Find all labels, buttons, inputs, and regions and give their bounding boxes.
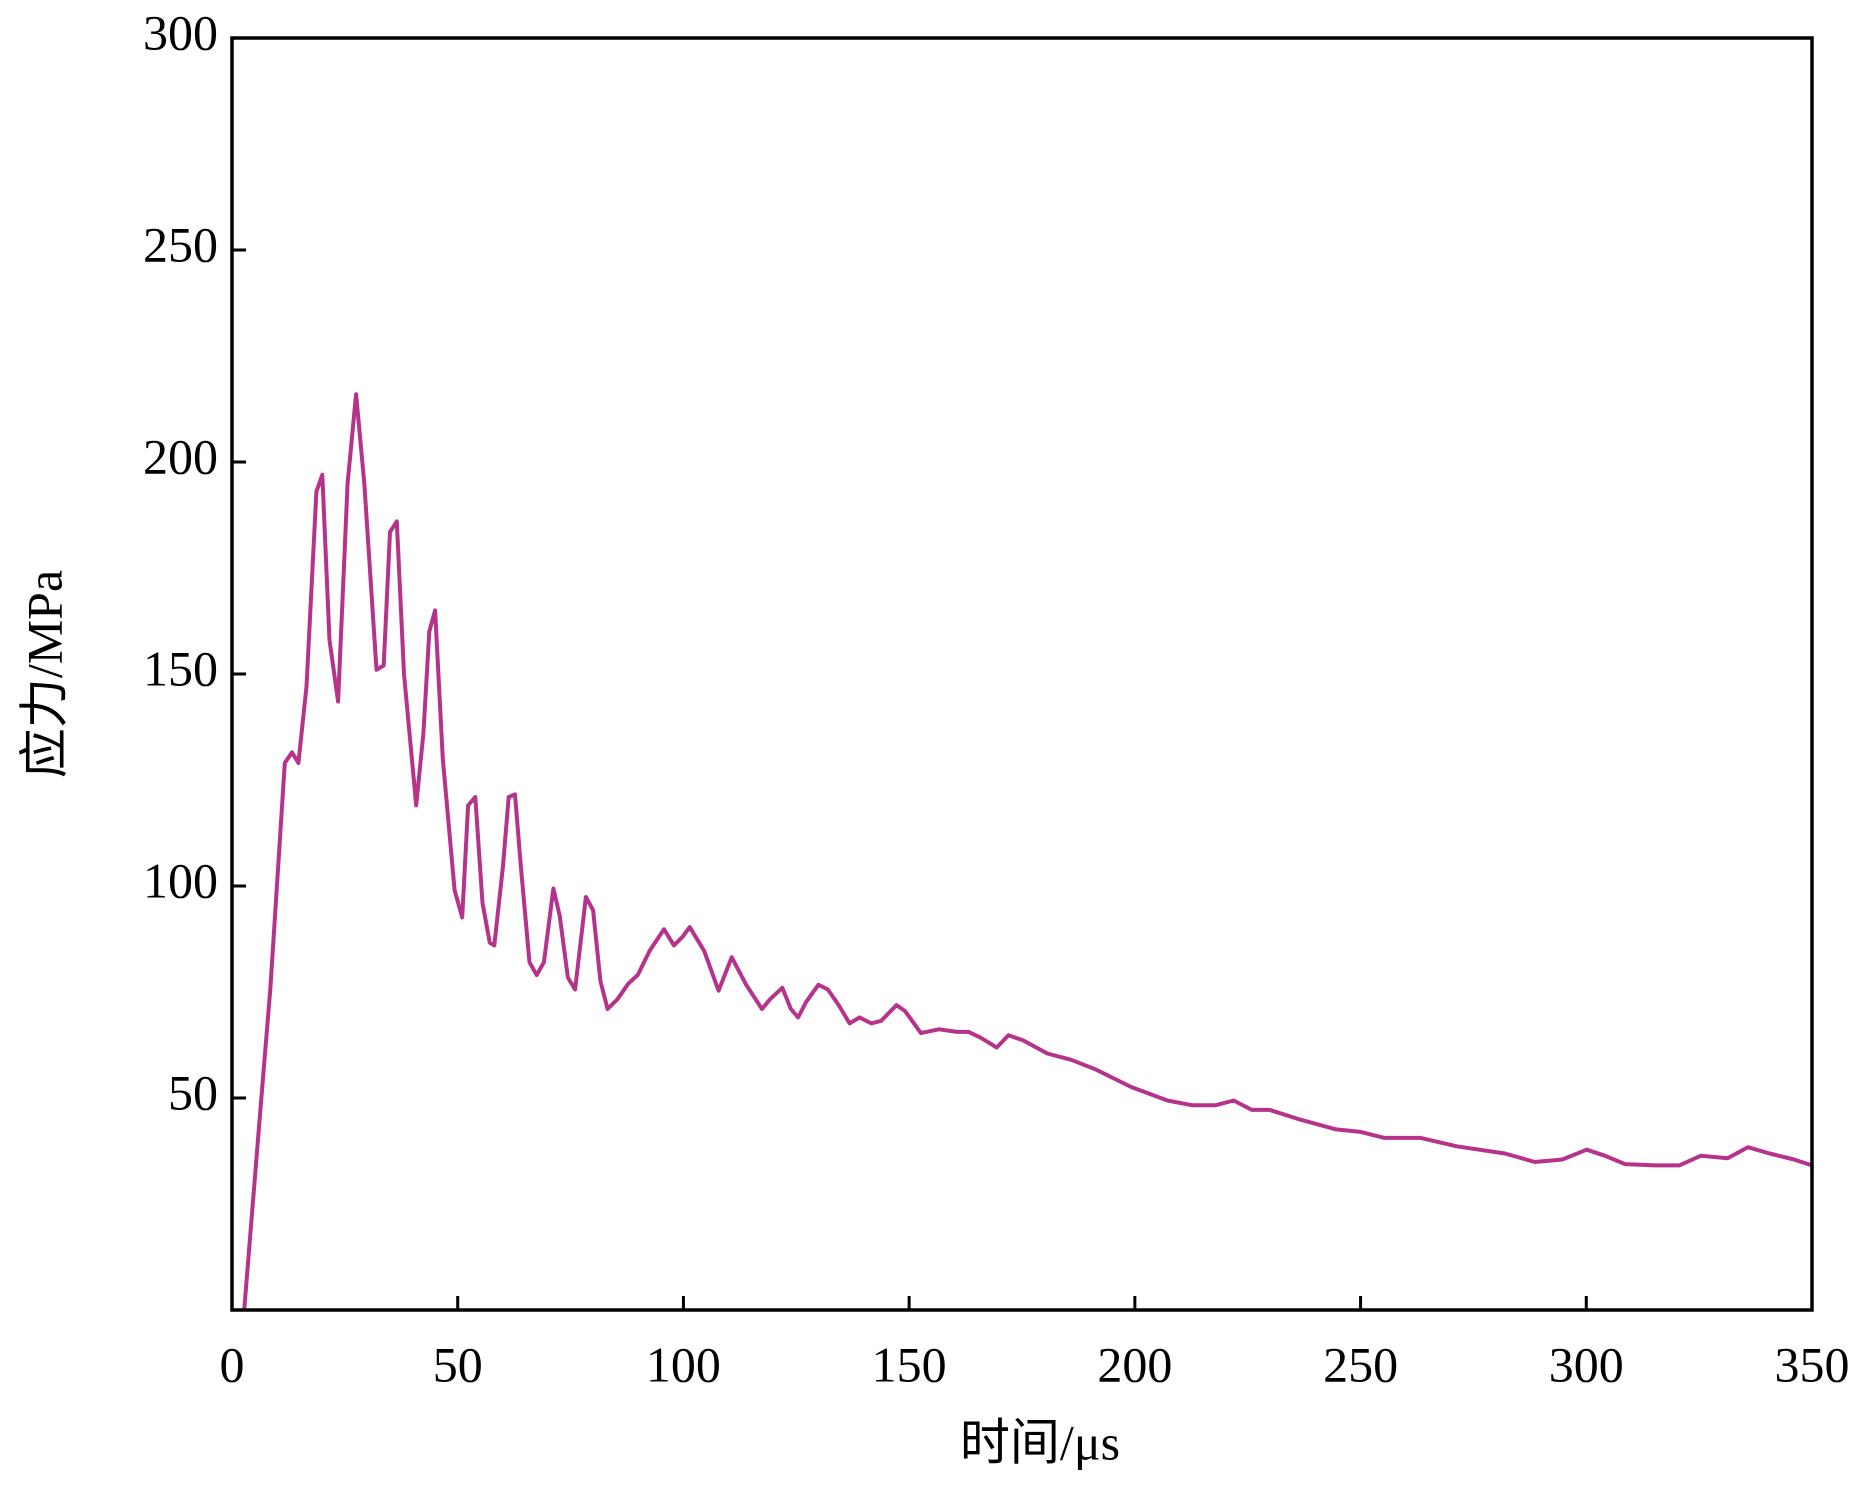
- y-tick-label: 50: [168, 1064, 218, 1120]
- y-tick-label: 300: [143, 4, 218, 60]
- y-tick-label: 200: [143, 428, 218, 484]
- y-tick-label: 100: [143, 852, 218, 908]
- y-axis-label: 应力/MPa: [16, 570, 72, 778]
- x-tick-label: 150: [872, 1336, 947, 1392]
- x-tick-label: 0: [220, 1336, 245, 1392]
- x-tick-label: 350: [1775, 1336, 1850, 1392]
- x-tick-label: 100: [646, 1336, 721, 1392]
- y-tick-label: 150: [143, 640, 218, 696]
- x-tick-label: 200: [1097, 1336, 1172, 1392]
- x-tick-label: 250: [1323, 1336, 1398, 1392]
- plot-frame: [230, 36, 1814, 1312]
- x-axis-label: 时间/μs: [960, 1414, 1120, 1470]
- x-tick-label: 50: [433, 1336, 483, 1392]
- data-line: [242, 392, 1813, 1311]
- x-tick-label: 300: [1549, 1336, 1624, 1392]
- y-tick-label: 250: [143, 216, 218, 272]
